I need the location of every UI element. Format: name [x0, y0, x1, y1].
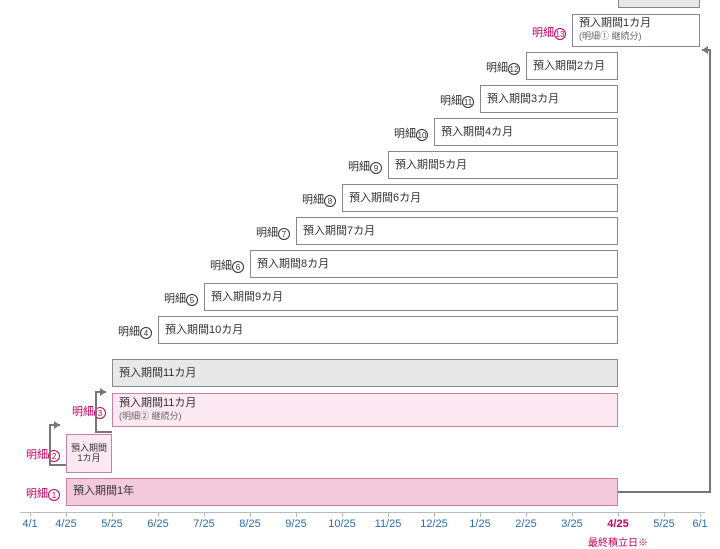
axis-tick-mark — [480, 512, 481, 517]
bar-1: 預入期間1年 — [66, 478, 618, 506]
bar-label-4: 明細4 — [106, 323, 152, 339]
arrow-head — [702, 46, 708, 54]
axis-tick-mark — [388, 512, 389, 517]
axis-tick-mark — [112, 512, 113, 517]
axis-tick-label: 10/25 — [328, 518, 356, 530]
bar-10: 預入期間4カ月 — [434, 118, 618, 146]
axis-tick-label: 4/1 — [22, 518, 37, 530]
bar-text: 預入期間11カ月 — [119, 397, 196, 409]
axis-tick-label: 12/25 — [420, 518, 448, 530]
axis-tick-label: 9/25 — [285, 518, 306, 530]
bar-label-10: 明細10 — [382, 125, 428, 141]
axis-tick-label: 5/25 — [653, 518, 674, 530]
axis-tick-label: 4/25 — [607, 518, 628, 530]
bar-3b: 預入期間11カ月 — [112, 359, 618, 387]
bar-subtext: (明細① 継続分) — [579, 31, 642, 41]
arrow-head — [54, 421, 60, 429]
bar-label-1: 明細1 — [14, 485, 60, 501]
axis-tick-mark — [526, 512, 527, 517]
axis-tick-label: 3/25 — [561, 518, 582, 530]
bar-text: 預入期間4カ月 — [441, 126, 513, 138]
axis-tick-mark — [66, 512, 67, 517]
bar-text: 預入期間1カ月 — [579, 17, 651, 29]
bar-9: 預入期間5カ月 — [388, 151, 618, 179]
axis-tick-label: 2/25 — [515, 518, 536, 530]
bar-text: 預入期間11カ月 — [119, 367, 196, 379]
bar-text: 預入期間10カ月 — [165, 324, 243, 336]
axis-tick-label: 6/25 — [147, 518, 168, 530]
bar-text: 預入期間7カ月 — [303, 225, 375, 237]
bar-label-5: 明細5 — [152, 290, 198, 306]
bar-text: 預入期間6カ月 — [349, 192, 421, 204]
bar-11: 預入期間3カ月 — [480, 85, 618, 113]
bar-8: 預入期間6カ月 — [342, 184, 618, 212]
bar-label-3: 明細3 — [60, 403, 106, 419]
bar-text: 預入期間1年 — [73, 485, 134, 497]
axis-tick-label: 8/25 — [239, 518, 260, 530]
bar-5: 預入期間9カ月 — [204, 283, 618, 311]
bar-subtext: (明細② 継続分) — [119, 411, 182, 421]
bar-text: 預入期間5カ月 — [395, 159, 467, 171]
bar-text: 預入期間9カ月 — [211, 291, 283, 303]
axis-tick-mark — [572, 512, 573, 517]
axis-tick-label: 4/25 — [55, 518, 76, 530]
bar-label-7: 明細7 — [244, 224, 290, 240]
axis-line — [20, 512, 705, 518]
axis-tick-label: 1/25 — [469, 518, 490, 530]
axis-tick-mark — [434, 512, 435, 517]
axis-tick-mark — [250, 512, 251, 517]
bar-2: 預入期間1カ月 — [66, 434, 112, 473]
axis-tick-mark — [158, 512, 159, 517]
bar-label-9: 明細9 — [336, 158, 382, 174]
bar-text: 預入期間8カ月 — [257, 258, 329, 270]
axis-tick-mark — [342, 512, 343, 517]
bar-text: 預入期間3カ月 — [487, 93, 559, 105]
axis-tick-label: 6/1 — [692, 518, 707, 530]
axis-tick-mark — [296, 512, 297, 517]
axis-tick-mark — [700, 512, 701, 517]
bar-label-12: 明細12 — [474, 59, 520, 75]
bar-label-8: 明細8 — [290, 191, 336, 207]
bar-label-13: 明細13 — [520, 24, 566, 40]
axis-tick-mark — [618, 512, 619, 517]
bar-13: 預入期間1カ月 (明細① 継続分) — [572, 14, 700, 48]
bar-12: 預入期間2カ月 — [526, 52, 618, 80]
axis-tick-mark — [30, 512, 31, 517]
arrow-head — [100, 388, 106, 396]
bar-label-6: 明細6 — [198, 257, 244, 273]
axis-tick-mark — [204, 512, 205, 517]
bar-text: 預入期間1カ月 — [71, 443, 107, 464]
axis-tick-mark — [664, 512, 665, 517]
axis-tick-label: 5/25 — [101, 518, 122, 530]
bar-text: 預入期間2カ月 — [533, 60, 605, 72]
bar-label-11: 明細11 — [428, 92, 474, 108]
arrow-a3 — [618, 50, 710, 492]
bar-6: 預入期間8カ月 — [250, 250, 618, 278]
bar-label-2: 明細2 — [14, 446, 60, 462]
bar-7: 預入期間7カ月 — [296, 217, 618, 245]
bar-13b: 預入期間1カ月 — [618, 0, 700, 8]
axis-tick-label: 7/25 — [193, 518, 214, 530]
deposit-timeline-chart: 4/1 4/25 5/25 6/25 7/25 8/25 9/25 10/25 11/25 12/… — [0, 0, 720, 547]
bar-3: 預入期間11カ月 (明細② 継続分) — [112, 393, 618, 427]
bar-4: 預入期間10カ月 — [158, 316, 618, 344]
axis-tick-label: 11/25 — [375, 518, 402, 530]
